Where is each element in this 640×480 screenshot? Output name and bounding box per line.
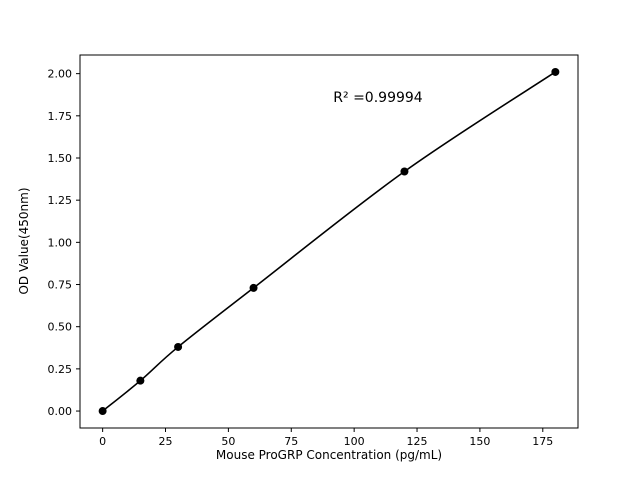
- svg-text:1.75: 1.75: [48, 110, 73, 123]
- svg-text:125: 125: [407, 435, 428, 448]
- svg-text:50: 50: [221, 435, 235, 448]
- svg-text:1.50: 1.50: [48, 152, 73, 165]
- svg-text:0.50: 0.50: [48, 321, 73, 334]
- svg-text:100: 100: [344, 435, 365, 448]
- svg-text:150: 150: [469, 435, 490, 448]
- svg-text:2.00: 2.00: [48, 68, 73, 81]
- x-axis-label: Mouse ProGRP Concentration (pg/mL): [215, 448, 443, 462]
- y-axis-label: OD Value(450nm): [17, 187, 31, 295]
- r-squared-annotation: R² =0.99994: [333, 90, 423, 106]
- svg-text:0: 0: [99, 435, 106, 448]
- svg-text:25: 25: [159, 435, 173, 448]
- svg-text:1.00: 1.00: [48, 236, 73, 249]
- svg-text:75: 75: [284, 435, 298, 448]
- svg-text:0.00: 0.00: [48, 405, 73, 418]
- svg-text:0.75: 0.75: [48, 279, 73, 292]
- svg-text:0.25: 0.25: [48, 363, 73, 376]
- svg-text:175: 175: [532, 435, 553, 448]
- svg-text:1.25: 1.25: [48, 194, 73, 207]
